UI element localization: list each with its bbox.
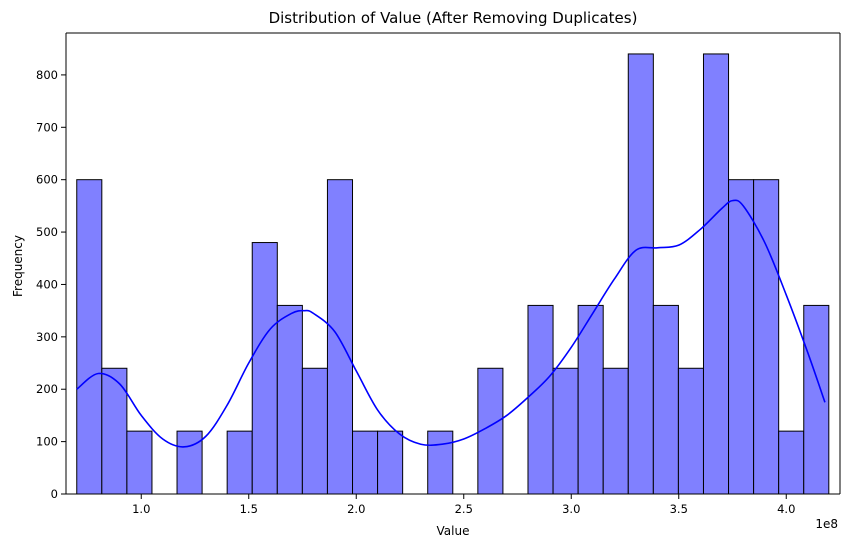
y-tick-label: 200 [36,382,58,396]
histogram-bar [577,304,604,495]
histogram-bar [377,430,404,495]
histogram-bar [76,179,103,495]
kde-density-line [76,199,826,448]
x-tick-label: 4.0 [777,502,795,516]
histogram-bar [101,367,128,495]
histogram-bar [677,367,704,495]
y-tick-label: 600 [36,173,58,187]
histogram-bar [627,53,654,495]
y-tick-label: 800 [36,68,58,82]
chart-title: Distribution of Value (After Removing Du… [269,9,638,27]
histogram-bar [427,430,454,495]
x-tick-label: 3.0 [562,502,580,516]
x-tick-label: 2.0 [347,502,365,516]
x-tick-label: 2.5 [455,502,473,516]
histogram-bar [326,179,354,495]
y-tick-label: 400 [36,277,58,291]
histogram-bars [76,53,830,495]
axes [65,32,841,495]
x-axis-offset-label: 1e8 [815,517,838,531]
histogram-bar [126,430,153,495]
histogram-bar [652,304,679,495]
histogram-bar [527,304,554,495]
histogram-bar [552,367,579,495]
x-axis-label: Value [437,524,470,538]
histogram-bar [352,430,379,495]
y-axis-label: Frequency [11,235,25,297]
histogram-bar [728,179,755,495]
x-tick-label: 3.5 [670,502,688,516]
histogram-bar [702,53,730,495]
histogram-bar [778,430,805,495]
y-tick-label: 100 [36,435,58,449]
x-tick-label: 1.5 [240,502,258,516]
y-tick-label: 500 [36,225,58,239]
y-tick-label: 700 [36,120,58,134]
histogram-bar [301,367,328,495]
histogram-bar [176,430,203,495]
tick-marks: 1.0 1.5 2.0 2.5 3.0 3.5 4.0 0 100 200 300 400 500 600… [36,68,795,516]
histogram-bar [803,304,830,495]
histogram-bar [251,242,278,495]
histogram-bar [602,367,629,495]
y-tick-label: 0 [51,487,58,501]
y-tick-label: 300 [36,330,58,344]
histogram-bar [276,304,303,495]
histogram-bar [753,179,780,495]
x-tick-label: 1.0 [132,502,150,516]
histogram-bar [226,430,253,495]
